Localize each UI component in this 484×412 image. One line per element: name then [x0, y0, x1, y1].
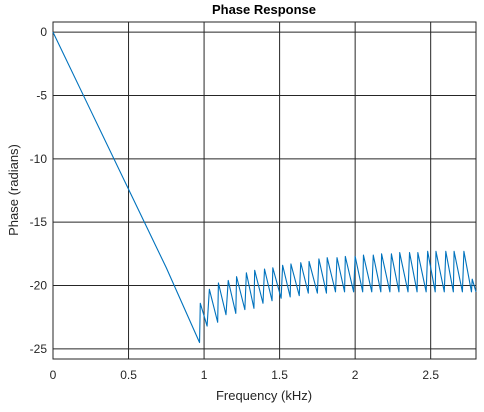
y-tick-label: -25 — [30, 342, 48, 356]
x-tick-label: 1 — [201, 368, 208, 382]
x-axis-label: Frequency (kHz) — [216, 388, 312, 403]
x-tick-label: 2 — [352, 368, 359, 382]
grid — [52, 22, 476, 359]
y-tick-label: -10 — [30, 152, 48, 166]
series-group — [52, 31, 477, 344]
x-tick-label: 0 — [50, 368, 57, 382]
x-tick-label: 1.5 — [271, 368, 288, 382]
y-tick-label: -15 — [30, 215, 48, 229]
tick-labels: 0 0.5 1 1.5 2 2.5 0 -5 -10 -15 -20 -25 — [30, 25, 440, 382]
x-tick-label: 0.5 — [120, 368, 137, 382]
y-axis-label: Phase (radians) — [6, 144, 21, 236]
y-tick-label: -5 — [36, 88, 47, 102]
plot-area — [52, 21, 477, 360]
y-tick-label: -20 — [30, 279, 48, 293]
x-tick-label: 2.5 — [422, 368, 439, 382]
y-tick-label: 0 — [40, 25, 47, 39]
chart-title: Phase Response — [212, 2, 316, 17]
phase-series-line — [52, 31, 477, 344]
